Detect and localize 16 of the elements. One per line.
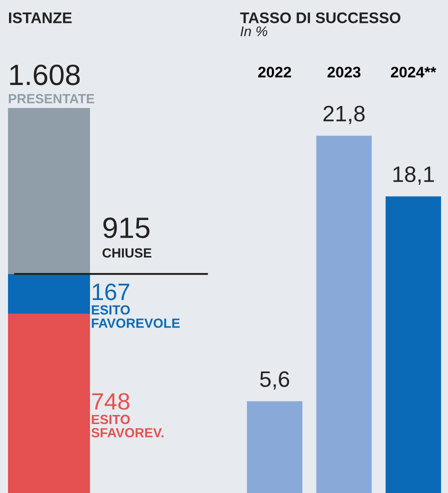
data-label: 167: [92, 284, 130, 300]
chart-title: TASSO DI SUCCESSO: [240, 12, 400, 24]
data-label: 18,1: [393, 166, 434, 185]
x-tick-label: 2023: [328, 66, 360, 78]
series-label: ESITO SFAVOREV.: [91, 414, 164, 438]
data-label: 748: [92, 393, 130, 410]
chart-subtitle: In %: [240, 26, 268, 36]
ref-line-label: 915 CHIUSE: [102, 218, 152, 258]
series-label: ESITO FAVOREVOLE: [92, 305, 180, 328]
data-label: 5,6: [260, 371, 290, 390]
x-tick-label: 2022: [258, 66, 292, 78]
x-tick-label: 2024**: [390, 66, 436, 78]
chart-title: ISTANZE: [9, 12, 72, 24]
series-label: PRESENTATE: [8, 94, 94, 104]
total-label: 1.608: [10, 64, 80, 86]
data-label: 21,8: [323, 106, 365, 124]
